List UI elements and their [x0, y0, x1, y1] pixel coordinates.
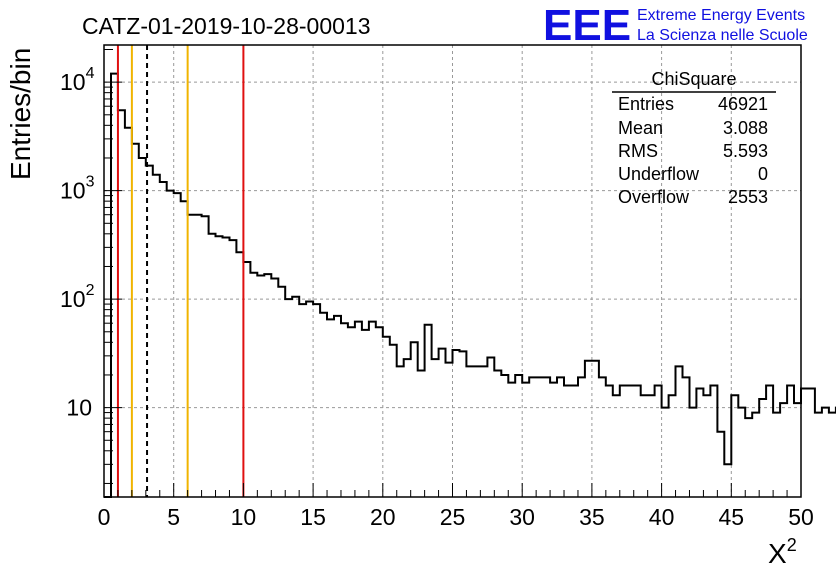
- x-tick-label: 20: [370, 504, 396, 530]
- stats-row-entries: Entries 46921: [618, 94, 768, 114]
- stats-row-mean: Mean 3.088: [618, 118, 768, 138]
- grid-lines: [104, 45, 801, 497]
- stats-label-entries: Entries: [618, 94, 674, 114]
- x-axis-label: X2: [768, 535, 797, 569]
- x-axis-ticks: [103, 483, 802, 497]
- stats-box-title: ChiSquare: [651, 69, 736, 89]
- histogram-series: [104, 72, 836, 498]
- eee-logo: EEE Extreme Energy Events La Scienza nel…: [543, 1, 808, 50]
- stats-value-mean: 3.088: [723, 118, 768, 138]
- x-tick-label: 30: [509, 504, 535, 530]
- y-tick-label-base: 10: [60, 178, 86, 204]
- y-tick-label-exponent: 3: [86, 174, 95, 191]
- stats-value-overflow: 2553: [728, 187, 768, 207]
- stats-value-entries: 46921: [718, 94, 768, 114]
- stats-row-overflow: Overflow 2553: [618, 187, 768, 207]
- reference-lines: [116, 45, 245, 497]
- stats-row-underflow: Underflow 0: [618, 164, 768, 184]
- x-tick-label: 50: [788, 504, 814, 530]
- y-tick-label: 10: [66, 395, 92, 421]
- y-tick-label-base: 10: [60, 69, 86, 95]
- logo-line-2: La Scienza nelle Scuole: [637, 27, 808, 44]
- stats-box: ChiSquare Entries 46921 Mean 3.088 RMS 5…: [612, 69, 776, 207]
- x-tick-label: 5: [167, 504, 180, 530]
- chart-title: CATZ-01-2019-10-28-00013: [82, 13, 371, 39]
- x-tick-label: 0: [98, 504, 111, 530]
- y-axis-label: Entries/bin: [5, 48, 36, 180]
- stats-label-underflow: Underflow: [618, 164, 700, 184]
- x-tick-label: 35: [579, 504, 605, 530]
- y-tick-label: 104: [60, 65, 95, 95]
- y-axis-ticks: [104, 48, 122, 484]
- logo-letters: EEE: [543, 1, 631, 50]
- y-tick-label-exponent: 4: [86, 65, 95, 82]
- plot-area: [104, 45, 801, 497]
- x-axis-label-base: X: [768, 538, 787, 569]
- x-tick-label: 10: [231, 504, 257, 530]
- x-tick-label: 15: [300, 504, 326, 530]
- y-tick-label: 102: [60, 282, 95, 312]
- stats-label-mean: Mean: [618, 118, 663, 138]
- x-tick-label: 25: [440, 504, 466, 530]
- y-tick-label-base: 10: [60, 286, 86, 312]
- y-tick-label-exponent: 2: [86, 282, 95, 299]
- stats-label-rms: RMS: [618, 141, 658, 161]
- stats-value-rms: 5.593: [723, 141, 768, 161]
- stats-value-underflow: 0: [758, 164, 768, 184]
- y-tick-label: 103: [60, 174, 95, 204]
- x-tick-label: 40: [649, 504, 675, 530]
- stats-row-rms: RMS 5.593: [618, 141, 768, 161]
- x-axis-tick-labels: 0 5 10 15 20 25 30 35 40 45 50: [98, 504, 814, 530]
- x-tick-label: 45: [719, 504, 745, 530]
- stats-label-overflow: Overflow: [618, 187, 690, 207]
- logo-line-1: Extreme Energy Events: [637, 7, 805, 24]
- x-axis-label-superscript: 2: [787, 535, 797, 555]
